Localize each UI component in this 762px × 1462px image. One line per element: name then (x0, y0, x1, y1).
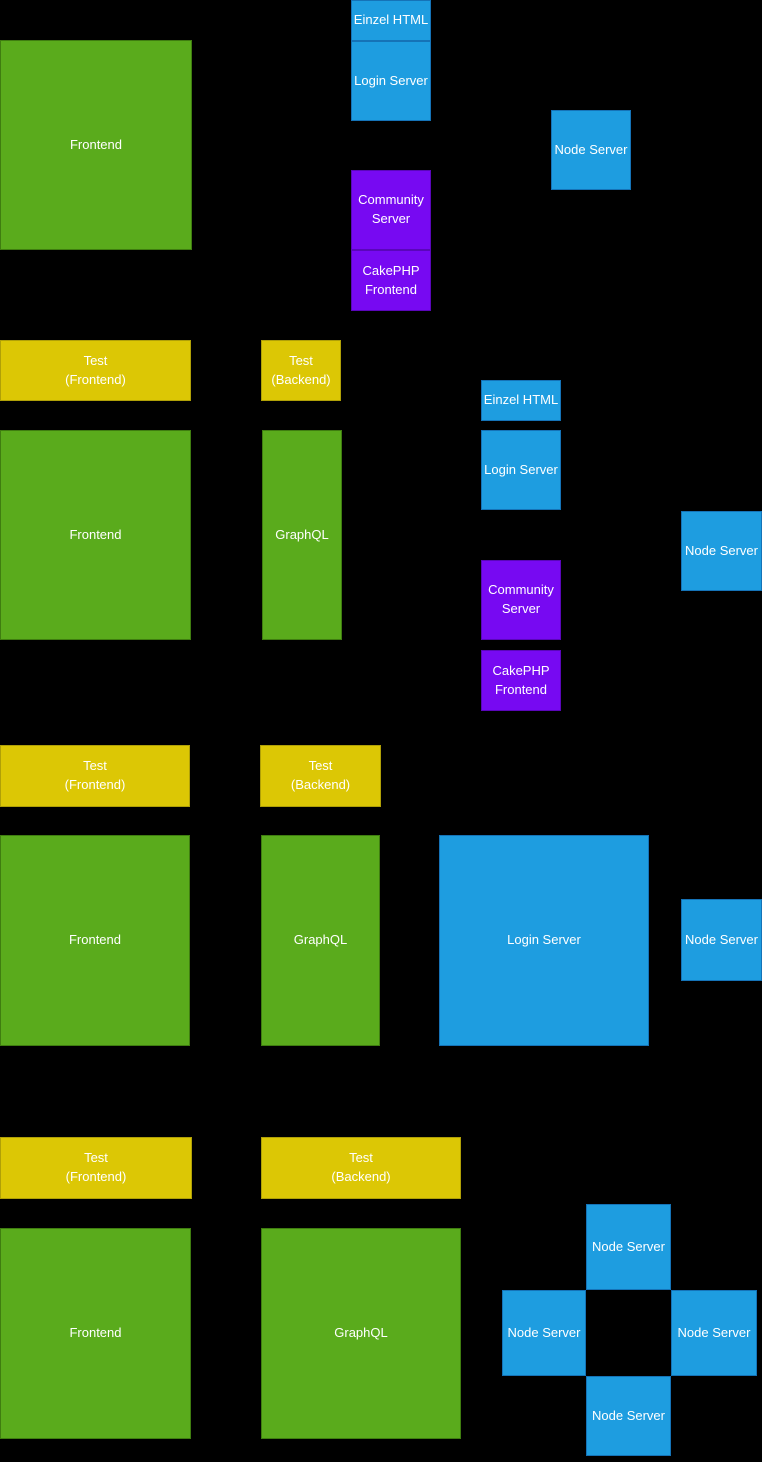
node-server-block-s4-right: Node Server (671, 1290, 757, 1376)
frontend-block-s3: Frontend (0, 835, 190, 1046)
cakephp-frontend-block-s1: CakePHP Frontend (351, 250, 431, 311)
node-server-block-s4-left: Node Server (502, 1290, 586, 1376)
node-server-block-s1: Node Server (551, 110, 631, 190)
test-frontend-block-s2: Test (Frontend) (0, 340, 191, 401)
frontend-block-s1: Frontend (0, 40, 192, 250)
einzel-html-block-s1: Einzel HTML (351, 0, 431, 41)
login-server-block-s2: Login Server (481, 430, 561, 510)
node-server-block-s4-top: Node Server (586, 1204, 671, 1290)
login-server-block-s1: Login Server (351, 41, 431, 121)
login-server-block-s3: Login Server (439, 835, 649, 1046)
community-server-block-s1: Community Server (351, 170, 431, 250)
node-server-block-s4-bottom: Node Server (586, 1376, 671, 1456)
test-backend-block-s2: Test (Backend) (261, 340, 341, 401)
test-backend-block-s4: Test (Backend) (261, 1137, 461, 1199)
test-backend-block-s3: Test (Backend) (260, 745, 381, 807)
community-server-block-s2: Community Server (481, 560, 561, 640)
node-server-block-s3: Node Server (681, 899, 762, 981)
node-server-block-s2: Node Server (681, 511, 762, 591)
graphql-block-s2: GraphQL (262, 430, 342, 640)
test-frontend-block-s4: Test (Frontend) (0, 1137, 192, 1199)
frontend-block-s4: Frontend (0, 1228, 191, 1439)
graphql-block-s3: GraphQL (261, 835, 380, 1046)
test-frontend-block-s3: Test (Frontend) (0, 745, 190, 807)
cakephp-frontend-block-s2: CakePHP Frontend (481, 650, 561, 711)
einzel-html-block-s2: Einzel HTML (481, 380, 561, 421)
frontend-block-s2: Frontend (0, 430, 191, 640)
graphql-block-s4: GraphQL (261, 1228, 461, 1439)
